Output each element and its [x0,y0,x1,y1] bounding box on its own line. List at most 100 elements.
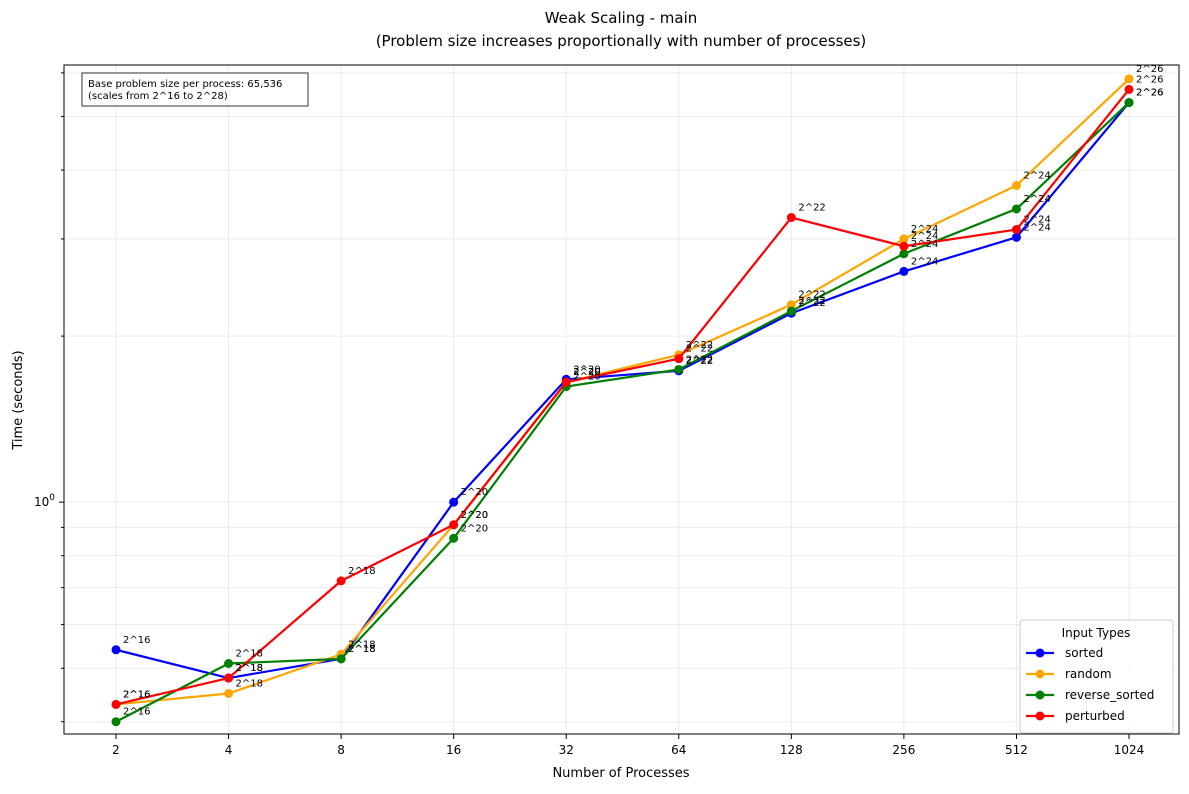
x-tick-label: 8 [337,743,345,757]
legend-marker-perturbed [1035,711,1045,721]
point-label: 2^16 [123,707,150,718]
point-label: 2^24 [1023,194,1050,205]
data-point-perturbed [1124,84,1134,94]
point-label: 2^26 [1136,64,1163,75]
data-point-perturbed [224,673,234,683]
point-label: 2^22 [798,298,825,309]
data-point-reverse-sorted [899,249,909,259]
legend-marker-sorted [1035,648,1045,658]
point-label: 2^20 [573,367,600,378]
point-label: 2^22 [686,340,713,351]
point-label: 2^24 [911,231,938,242]
point-label: 2^16 [123,689,150,700]
x-tick-label: 2 [112,743,120,757]
point-label: 2^26 [1136,74,1163,85]
x-tick-label: 32 [559,743,574,757]
data-point-reverse-sorted [786,306,796,316]
legend: Input Types sorted random reverse_sortedpe… [1019,619,1174,734]
info-annotation-line1: Base problem size per process: 65,536 [88,79,282,90]
data-point-reverse-sorted [1011,204,1021,214]
x-axis-label: Number of Processes [552,766,689,781]
point-label: 2^22 [686,356,713,367]
series-line-reverse-sorted [115,101,1130,723]
data-point-random [899,234,909,244]
point-label: 2^20 [461,523,488,534]
data-point-sorted [899,266,909,276]
x-tick-label: 16 [446,743,461,757]
point-label: 2^22 [798,296,825,307]
y-axis-ticks: 100 [34,72,64,723]
data-point-sorted [111,645,121,655]
data-point-sorted [449,497,459,507]
legend-title: Input Types [1062,626,1131,640]
data-point-random [786,300,796,310]
data-point-reverse-sorted [449,533,459,543]
series-line-perturbed [115,88,1130,706]
data-point-random [224,688,234,698]
point-label: 2^18 [236,663,263,674]
y-tick-label: 100 [34,493,55,509]
legend-label-sorted: sorted [1065,646,1103,660]
point-label: 2^20 [573,372,600,383]
point-label: 2^18 [236,663,263,674]
point-label: 2^22 [798,290,825,301]
data-point-sorted [1011,232,1021,242]
point-label: 2^22 [686,344,713,355]
point-label: 2^18 [236,678,263,689]
data-point-perturbed [674,354,684,364]
grid-lines [64,65,1179,734]
series-line-random [115,78,1130,706]
data-point-random [1011,180,1021,190]
legend-label-perturbed: perturbed [1065,709,1125,723]
legend-items: sorted random reverse_sorted perturbed [1026,646,1154,723]
legend-label-reverse-sorted: reverse_sorted [1065,688,1154,702]
data-point-reverse-sorted [336,654,346,664]
y-axis-label: Time (seconds) [11,350,26,450]
point-label: 2^20 [573,367,600,378]
data-point-perturbed [449,520,459,530]
point-label: 2^24 [1023,170,1050,181]
point-label: 2^16 [123,689,150,700]
data-point-random [1124,74,1134,84]
plot-area-frame [63,64,1180,735]
point-label: 2^18 [348,566,375,577]
legend-marker-reverse-sorted [1035,690,1045,700]
point-labels: 2^162^182^182^202^202^222^222^242^242^26… [123,64,1163,718]
point-label: 2^20 [573,364,600,375]
point-label: 2^16 [123,635,150,646]
legend-marker-random [1035,669,1045,679]
chart-title-line1: Weak Scaling - main [545,9,698,27]
info-annotation-box: Base problem size per process: 65,536 (s… [81,72,309,107]
point-label: 2^22 [686,354,713,365]
point-label: 2^18 [236,648,263,659]
legend-frame [1019,619,1174,734]
x-tick-label: 1024 [1114,743,1145,757]
data-point-perturbed [336,576,346,586]
point-label: 2^24 [1023,215,1050,226]
info-annotation-line2: (scales from 2^16 to 2^28) [88,91,228,102]
point-label: 2^22 [798,203,825,214]
point-label: 2^20 [461,510,488,521]
series-layer [111,74,1134,727]
x-tick-label: 4 [225,743,233,757]
data-point-perturbed [786,213,796,223]
info-annotation-frame [81,72,309,107]
x-tick-label: 64 [671,743,686,757]
data-point-reverse-sorted [111,717,121,727]
point-label: 2^18 [348,644,375,655]
point-label: 2^20 [461,487,488,498]
data-point-perturbed [111,699,121,709]
x-axis-ticks: 2 4 8 16 32 64 128 256 512 1024 [112,734,1144,757]
data-point-reverse-sorted [674,364,684,374]
point-label: 2^24 [911,224,938,235]
x-tick-label: 512 [1005,743,1028,757]
data-point-perturbed [561,377,571,387]
point-label: 2^20 [461,510,488,521]
point-label: 2^26 [1136,88,1163,99]
data-point-perturbed [899,241,909,251]
x-tick-label: 128 [780,743,803,757]
point-label: 2^18 [348,644,375,655]
